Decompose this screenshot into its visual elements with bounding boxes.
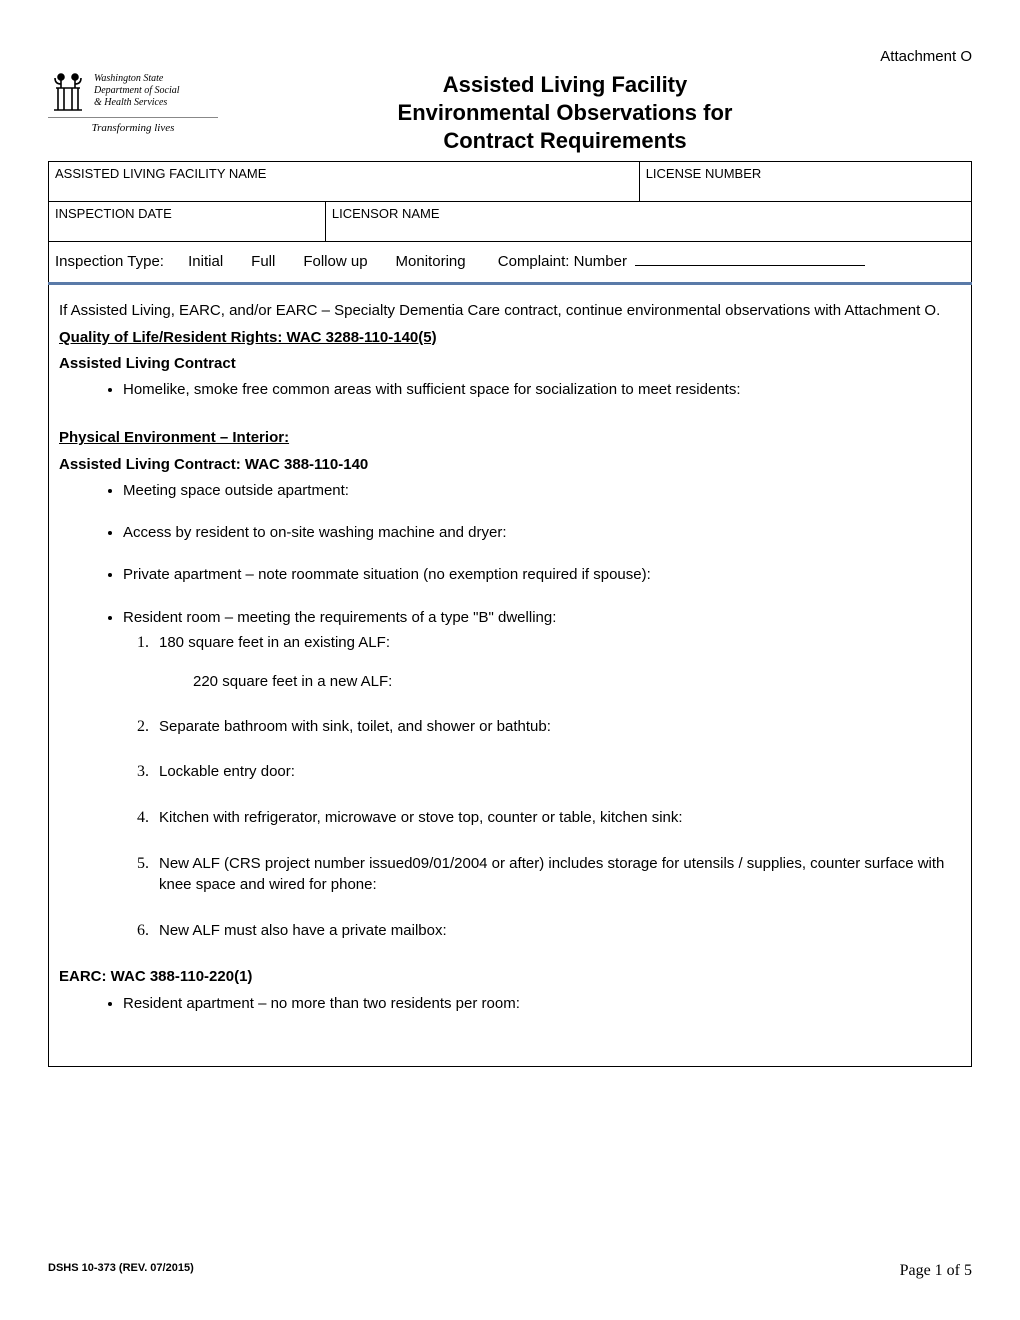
logo-line1: Washington State [94,73,180,85]
section1-subhead: Assisted Living Contract [59,354,961,374]
inspection-date-label: INSPECTION DATE [55,206,172,221]
sec2-n4-text: Kitchen with refrigerator, microwave or … [159,809,683,826]
licensor-name-label: LICENSOR NAME [332,206,440,221]
dshs-seal-icon [48,69,88,113]
section1-heading: Quality of Life/Resident Rights: WAC 328… [59,328,961,348]
sec2-n3-text: Lockable entry door: [159,763,295,780]
form-number: DSHS 10-373 (REV. 07/2015) [48,1262,194,1280]
license-number-label: LICENSE NUMBER [646,166,762,181]
sec2-n1b-text: 220 square feet in a new ALF: [193,672,961,692]
inspection-opt-followup[interactable]: Follow up [303,253,367,270]
title-line3: Contract Requirements [218,127,912,155]
sec2-n5: New ALF (CRS project number issued09/01/… [153,853,961,896]
sec2-b4: Resident room – meeting the requirements… [123,608,961,942]
sec2-n6: New ALF must also have a private mailbox… [153,920,961,942]
header: Washington State Department of Social & … [48,69,972,155]
sec2-n5-text: New ALF (CRS project number issued09/01/… [159,855,944,894]
title-line1: Assisted Living Facility [218,71,912,99]
complaint-number-input[interactable] [635,252,865,266]
inspection-type-label: Inspection Type: [55,253,164,270]
inspection-opt-full[interactable]: Full [251,253,275,270]
sec2-n4: Kitchen with refrigerator, microwave or … [153,807,961,829]
facility-name-label: ASSISTED LIVING FACILITY NAME [55,166,266,181]
sec3-b1: Resident apartment – no more than two re… [123,994,961,1014]
sec2-n2: Separate bathroom with sink, toilet, and… [153,716,961,738]
sec2-b3: Private apartment – note roommate situat… [123,565,961,585]
title-line2: Environmental Observations for [218,99,912,127]
sec2-n1-text: 180 square feet in an existing ALF: [159,634,390,651]
page-title: Assisted Living Facility Environmental O… [218,69,912,155]
content-body: If Assisted Living, EARC, and/or EARC – … [48,285,972,1066]
logo-line3: & Health Services [94,97,180,109]
section2-heading: Physical Environment – Interior: [59,428,961,448]
section2-subhead: Assisted Living Contract: WAC 388-110-14… [59,455,961,475]
page: Attachment O Washington State [0,0,1020,1320]
sec1-bullet1: Homelike, smoke free common areas with s… [123,380,961,400]
section3-heading: EARC: WAC 388-110-220(1) [59,967,961,987]
page-number: Page 1 of 5 [900,1262,972,1280]
inspection-opt-initial[interactable]: Initial [188,253,223,270]
attachment-label: Attachment O [48,48,972,65]
sec2-n2-text: Separate bathroom with sink, toilet, and… [159,718,551,735]
agency-logo: Washington State Department of Social & … [48,69,218,134]
complaint-number-label: Complaint: Number [498,253,627,270]
logo-line2: Department of Social [94,85,180,97]
sec2-n6-text: New ALF must also have a private mailbox… [159,922,447,939]
sec2-b2: Access by resident to on-site washing ma… [123,523,961,543]
sec2-b4-text: Resident room – meeting the requirements… [123,609,556,626]
header-fields-table: ASSISTED LIVING FACILITY NAME LICENSE NU… [48,161,972,282]
sec2-n3: Lockable entry door: [153,761,961,783]
sec2-b1: Meeting space outside apartment: [123,481,961,501]
sec2-n1: 180 square feet in an existing ALF: 220 … [153,632,961,692]
inspection-opt-monitoring[interactable]: Monitoring [396,253,466,270]
page-footer: DSHS 10-373 (REV. 07/2015) Page 1 of 5 [48,1262,972,1280]
agency-tagline: Transforming lives [48,117,218,134]
intro-text: If Assisted Living, EARC, and/or EARC – … [59,301,961,321]
agency-name: Washington State Department of Social & … [94,73,180,109]
